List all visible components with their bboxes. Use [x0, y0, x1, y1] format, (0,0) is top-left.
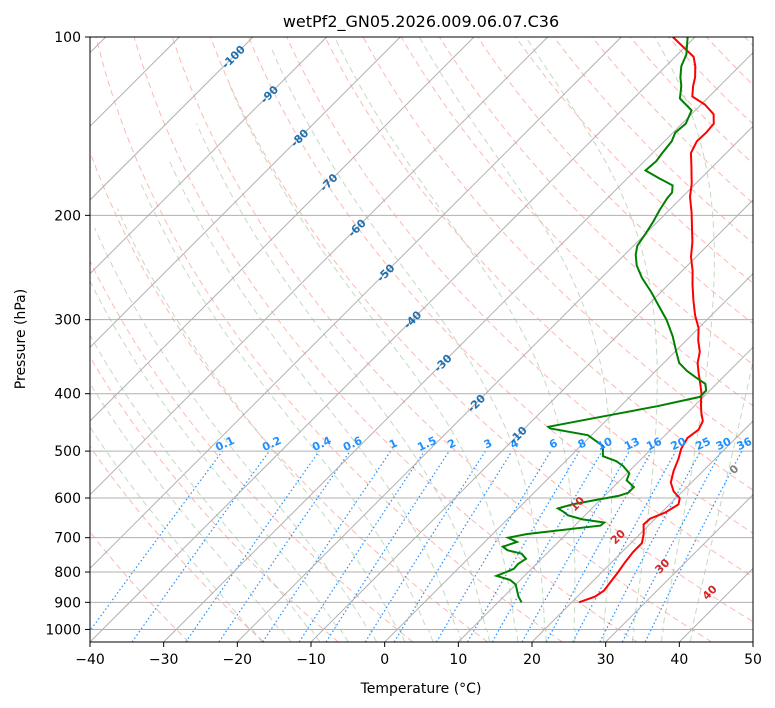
x-tick-label: 40 [670, 652, 688, 668]
dry-adiabat-line [286, 37, 753, 534]
isotherm-line [90, 37, 549, 496]
dry-adiabat-line [90, 445, 264, 642]
isotherm-line [384, 272, 753, 642]
isotherm-line [90, 37, 254, 201]
y-tick-label: 300 [54, 313, 81, 329]
mixing-ratio-line [218, 450, 351, 642]
isotherm-line [163, 51, 753, 642]
mixing-ratio-line [298, 450, 425, 642]
moist-adiabat-line [90, 426, 263, 642]
x-tick-label: 50 [744, 652, 762, 668]
mixing-ratio-line [572, 450, 677, 642]
isotherm-line [90, 37, 328, 275]
y-axis-title: Pressure (hPa) [13, 289, 29, 389]
dry-adiabat-line [133, 37, 638, 642]
x-tick-label: −20 [223, 652, 253, 668]
mixing-ratio-line [185, 450, 320, 642]
moist-adiabat-line [90, 334, 321, 642]
axes: −40 −30 −20 −10 0 10 20 30 40 50 100 200 300 400 500 60… [45, 30, 762, 668]
x-tick-label: 10 [449, 652, 467, 668]
moist-adiabat-line [167, 157, 462, 642]
moist-adiabat-line [139, 180, 434, 642]
y-tick-label: 400 [54, 387, 81, 403]
mixing-ratio-line [521, 450, 631, 642]
isotherm-line [90, 37, 696, 642]
dry-adiabat-line [95, 37, 563, 642]
x-axis-title: Temperature (°C) [360, 681, 482, 697]
dewpoint-profile-line [493, 37, 708, 603]
moist-adiabat-line [689, 358, 753, 642]
dry-adiabat-line [515, 37, 753, 284]
y-tick-label: 1000 [45, 622, 81, 638]
y-tick-label: 800 [54, 565, 81, 581]
dry-adiabat-line [324, 37, 753, 491]
mixing-ratio-label: 25 [693, 435, 712, 453]
mixing-ratio-line [644, 450, 743, 642]
isotherm-line [605, 493, 753, 642]
isotherm-line [90, 37, 622, 570]
mixing-ratio-line [325, 450, 450, 642]
dry-adiabat-line [210, 37, 753, 623]
mixing-ratio-line [545, 450, 653, 642]
mixing-ratio-label: 20 [669, 435, 689, 453]
y-tick-label: 900 [54, 595, 81, 611]
plot-area: 0.1 0.2 0.4 0.6 1 1.5 2 3 4 6 8 10 13 16 20 25 30 36-100-… [90, 37, 755, 642]
x-tick-label: 20 [523, 652, 541, 668]
plot-frame [89, 36, 754, 643]
dry-adiabat-line [90, 356, 339, 642]
mixing-ratio-line [90, 450, 223, 632]
mixing-ratio-line [393, 450, 513, 642]
moist-adiabat-line [271, 49, 547, 642]
moist-adiabat-line [196, 123, 490, 642]
chart-title: wetPf2_GN05.2026.009.06.07.C36 [283, 12, 559, 32]
mixing-ratio-label: 30 [714, 435, 734, 453]
mixing-ratio-line [262, 450, 392, 642]
y-tick-label: 500 [54, 444, 81, 460]
y-tick-label: 600 [54, 491, 81, 507]
mixing-ratio-label: 13 [622, 435, 641, 453]
y-tick-label: 700 [54, 531, 81, 547]
temperature-profile-line [578, 37, 715, 604]
x-tick-label: 0 [380, 652, 389, 668]
isotherm-line [90, 37, 401, 349]
moist-adiabat-line [94, 227, 378, 642]
mixing-ratio-label: 10 [595, 435, 615, 453]
x-tick-label: −30 [149, 652, 179, 668]
y-tick-label: 200 [54, 208, 81, 224]
x-tick-label: −10 [296, 652, 326, 668]
moist-adiabat-line [90, 279, 349, 642]
dry-adiabat-line [248, 37, 753, 578]
moist-adiabat-line [117, 208, 406, 642]
mixing-ratio-line [131, 450, 270, 642]
mixing-ratio-label: 36 [735, 435, 755, 453]
isotherm-line [90, 37, 475, 422]
isotherm-line [310, 199, 753, 642]
moist-adiabat-line [654, 37, 715, 642]
moist-adiabat-line [525, 37, 658, 642]
isotherm-line [531, 420, 753, 642]
x-tick-label: −40 [75, 652, 105, 668]
moist-adiabat-line [334, 37, 576, 642]
dry-adiabat-line [171, 37, 712, 642]
y-tick-label: 100 [54, 30, 81, 46]
isotherm-line [457, 346, 753, 642]
mixing-ratio-label: 16 [644, 435, 664, 453]
isotherm-line [236, 125, 753, 642]
x-tick-label: 30 [597, 652, 615, 668]
moist-adiabat-line [90, 382, 292, 642]
dry-adiabat-line [90, 259, 414, 642]
